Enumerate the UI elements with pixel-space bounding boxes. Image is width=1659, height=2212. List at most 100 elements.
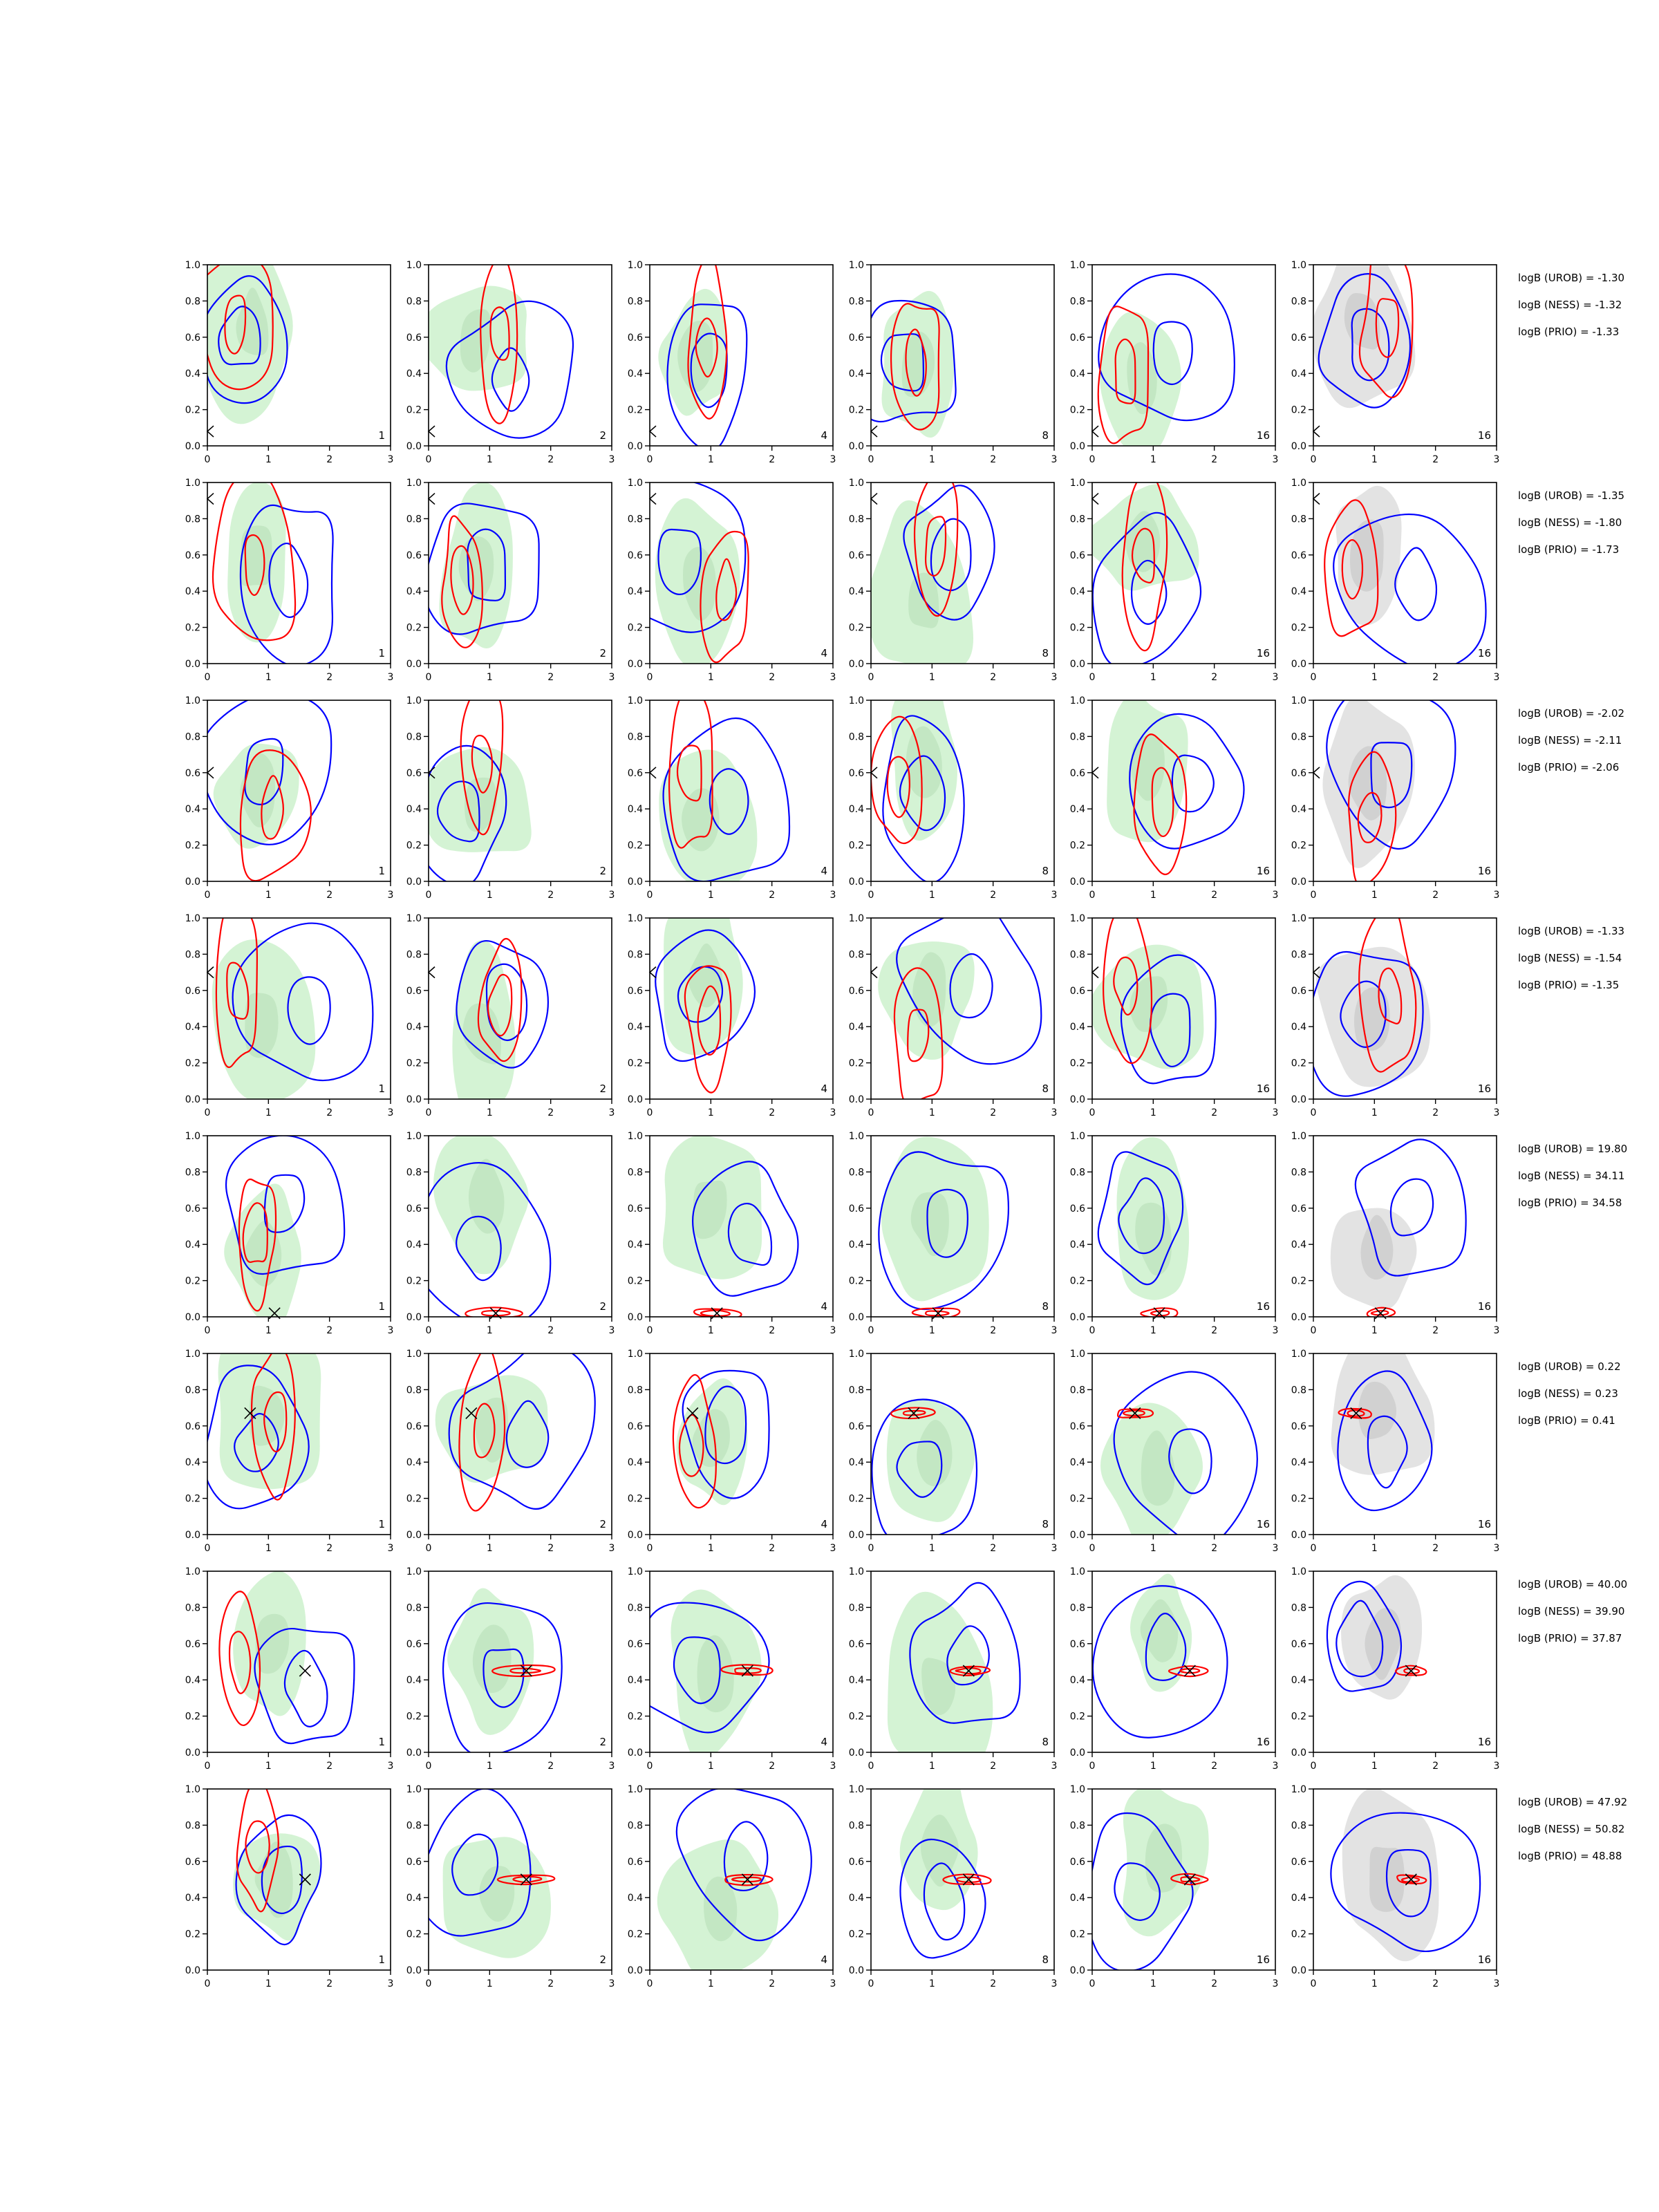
blue-contour-outer <box>662 717 791 881</box>
panel-column-label: 8 <box>1042 647 1049 659</box>
panel-r1-c1: 0 1 2 3 0.0 0.2 0.4 0.6 0.8 1.0 1 <box>185 260 394 465</box>
x-tick-label: 1 <box>929 454 935 465</box>
red-contour-inner <box>715 558 738 621</box>
x-tick-label: 3 <box>830 1978 836 1989</box>
panel-r2-c6: 0 1 2 3 0.0 0.2 0.4 0.6 0.8 1.0 16 <box>1291 478 1500 683</box>
x-tick-label: 3 <box>609 1543 615 1554</box>
panel-r1-c5: 0 1 2 3 0.0 0.2 0.4 0.6 0.8 1.0 16 <box>1070 260 1279 465</box>
blue-contour-inner <box>727 1203 773 1266</box>
panel-column-label: 16 <box>1478 1518 1491 1530</box>
blue-contour-outer <box>896 918 1042 1065</box>
x-tick-label: 0 <box>426 672 432 683</box>
panel-column-label: 1 <box>378 1736 385 1748</box>
y-tick-label: 1.0 <box>1070 1784 1085 1795</box>
y-tick-label: 0.0 <box>185 1094 200 1105</box>
panel-r7-c1: 0 1 2 3 0.0 0.2 0.4 0.6 0.8 1.0 1 <box>185 1566 394 1772</box>
logb-annotation: logB (PRIO) = -1.35 <box>1518 979 1619 991</box>
red-contour-outer <box>668 700 713 849</box>
x-tick-label: 2 <box>769 890 775 901</box>
x-tick-label: 1 <box>929 1543 935 1554</box>
x-tick-label: 1 <box>929 1978 935 1989</box>
red-contour-outer <box>1097 306 1150 444</box>
y-tick-label: 0.0 <box>185 1965 200 1976</box>
y-tick-label: 1.0 <box>628 1784 643 1795</box>
red-contour-inner <box>695 317 718 378</box>
density-fill-inner <box>1349 519 1384 592</box>
y-tick-label: 1.0 <box>628 478 643 489</box>
panel-r4-c5: 0 1 2 3 0.0 0.2 0.4 0.6 0.8 1.0 16 <box>1070 913 1279 1118</box>
y-tick-label: 0.4 <box>185 1675 200 1686</box>
y-tick-label: 0.2 <box>1070 1276 1085 1287</box>
y-tick-label: 0.8 <box>849 1602 864 1613</box>
blue-contour-outer <box>871 1398 978 1535</box>
x-tick-label: 3 <box>1051 1543 1058 1554</box>
true-value-marker <box>1091 767 1099 779</box>
axes-frame <box>870 700 1055 882</box>
x-tick-label: 1 <box>1150 1325 1156 1336</box>
red-contour-outer <box>911 1307 961 1317</box>
blue-contour-outer <box>442 1602 563 1752</box>
red-contour-inner <box>1150 1310 1170 1317</box>
y-tick-label: 0.4 <box>849 1893 864 1904</box>
row-8: 0 1 2 30.00.20.40.60.81.010 1 2 30.00.20.40.60… <box>185 1784 1627 1989</box>
y-tick-label: 1.0 <box>406 1349 422 1360</box>
y-tick-label: 1.0 <box>185 1349 200 1360</box>
axes-frame <box>1091 917 1276 1100</box>
y-tick-label: 1.0 <box>406 260 422 271</box>
y-tick-label: 0.2 <box>1070 1712 1085 1723</box>
axes-frame <box>870 1788 1055 1971</box>
axes-frame <box>1091 1788 1276 1971</box>
true-value-marker <box>648 425 657 438</box>
logb-annotation: logB (UROB) = -1.33 <box>1518 925 1624 937</box>
true-value-marker <box>299 1665 311 1677</box>
axes-frame <box>1313 917 1497 1100</box>
x-tick-label: 0 <box>1089 890 1096 901</box>
y-tick-label: 0.8 <box>849 296 864 307</box>
red-contour-outer <box>693 1308 742 1317</box>
x-tick-label: 3 <box>1051 1761 1058 1772</box>
blue-contour-inner <box>263 1174 306 1233</box>
y-tick-label: 0.4 <box>849 1675 864 1686</box>
x-tick-label: 0 <box>205 1543 211 1554</box>
density-fill-inner <box>906 726 942 798</box>
y-tick-label: 0.2 <box>628 1929 643 1940</box>
y-tick-label: 0.0 <box>849 1530 864 1541</box>
panel-column-label: 4 <box>821 1736 827 1748</box>
panel-r2-c1: 0 1 2 3 0.0 0.2 0.4 0.6 0.8 1.0 1 <box>185 478 394 683</box>
red-contour-outer <box>236 1789 279 1913</box>
red-contour-outer <box>1324 499 1379 637</box>
panel-column-label: 4 <box>821 429 827 442</box>
y-tick-label: 0.0 <box>1291 1530 1306 1541</box>
x-tick-label: 3 <box>830 1761 836 1772</box>
panel-r1-c6: 0 1 2 3 0.0 0.2 0.4 0.6 0.8 1.0 16 <box>1291 260 1500 465</box>
panel-r7-c4: 0 1 2 3 0.0 0.2 0.4 0.6 0.8 1.0 8 <box>849 1566 1058 1772</box>
density-fill-inner <box>244 1221 282 1287</box>
red-contour-inner <box>1370 1310 1389 1316</box>
x-tick-label: 2 <box>326 1761 332 1772</box>
density-fill-inner <box>697 1635 734 1713</box>
x-tick-label: 0 <box>426 1761 432 1772</box>
logb-annotation: logB (UROB) = 47.92 <box>1518 1796 1627 1808</box>
panel-column-label: 16 <box>1478 1736 1491 1748</box>
x-tick-label: 3 <box>609 454 615 465</box>
y-tick-label: 0.6 <box>406 1421 422 1432</box>
x-tick-label: 2 <box>1432 672 1438 683</box>
red-contour-outer <box>871 715 923 845</box>
blue-contour-outer <box>1098 273 1235 422</box>
panel-column-label: 16 <box>1257 647 1270 659</box>
y-tick-label: 0.0 <box>406 1965 422 1976</box>
blue-contour-outer <box>1120 954 1217 1085</box>
blue-contour-inner <box>261 1845 303 1915</box>
blue-contour-outer <box>445 300 574 439</box>
y-tick-label: 0.2 <box>185 1929 200 1940</box>
y-tick-label: 0.0 <box>1291 441 1306 452</box>
blue-contour-outer <box>225 1136 346 1275</box>
y-tick-label: 1.0 <box>406 1131 422 1142</box>
y-tick-label: 0.4 <box>1070 1239 1085 1250</box>
red-contour-outer <box>1140 1307 1179 1317</box>
y-tick-label: 0.6 <box>1070 1857 1085 1868</box>
density-fill-inner <box>1360 1215 1394 1280</box>
x-tick-label: 2 <box>547 1978 554 1989</box>
axes-frame <box>428 1571 612 1753</box>
y-tick-label: 0.4 <box>628 804 643 815</box>
